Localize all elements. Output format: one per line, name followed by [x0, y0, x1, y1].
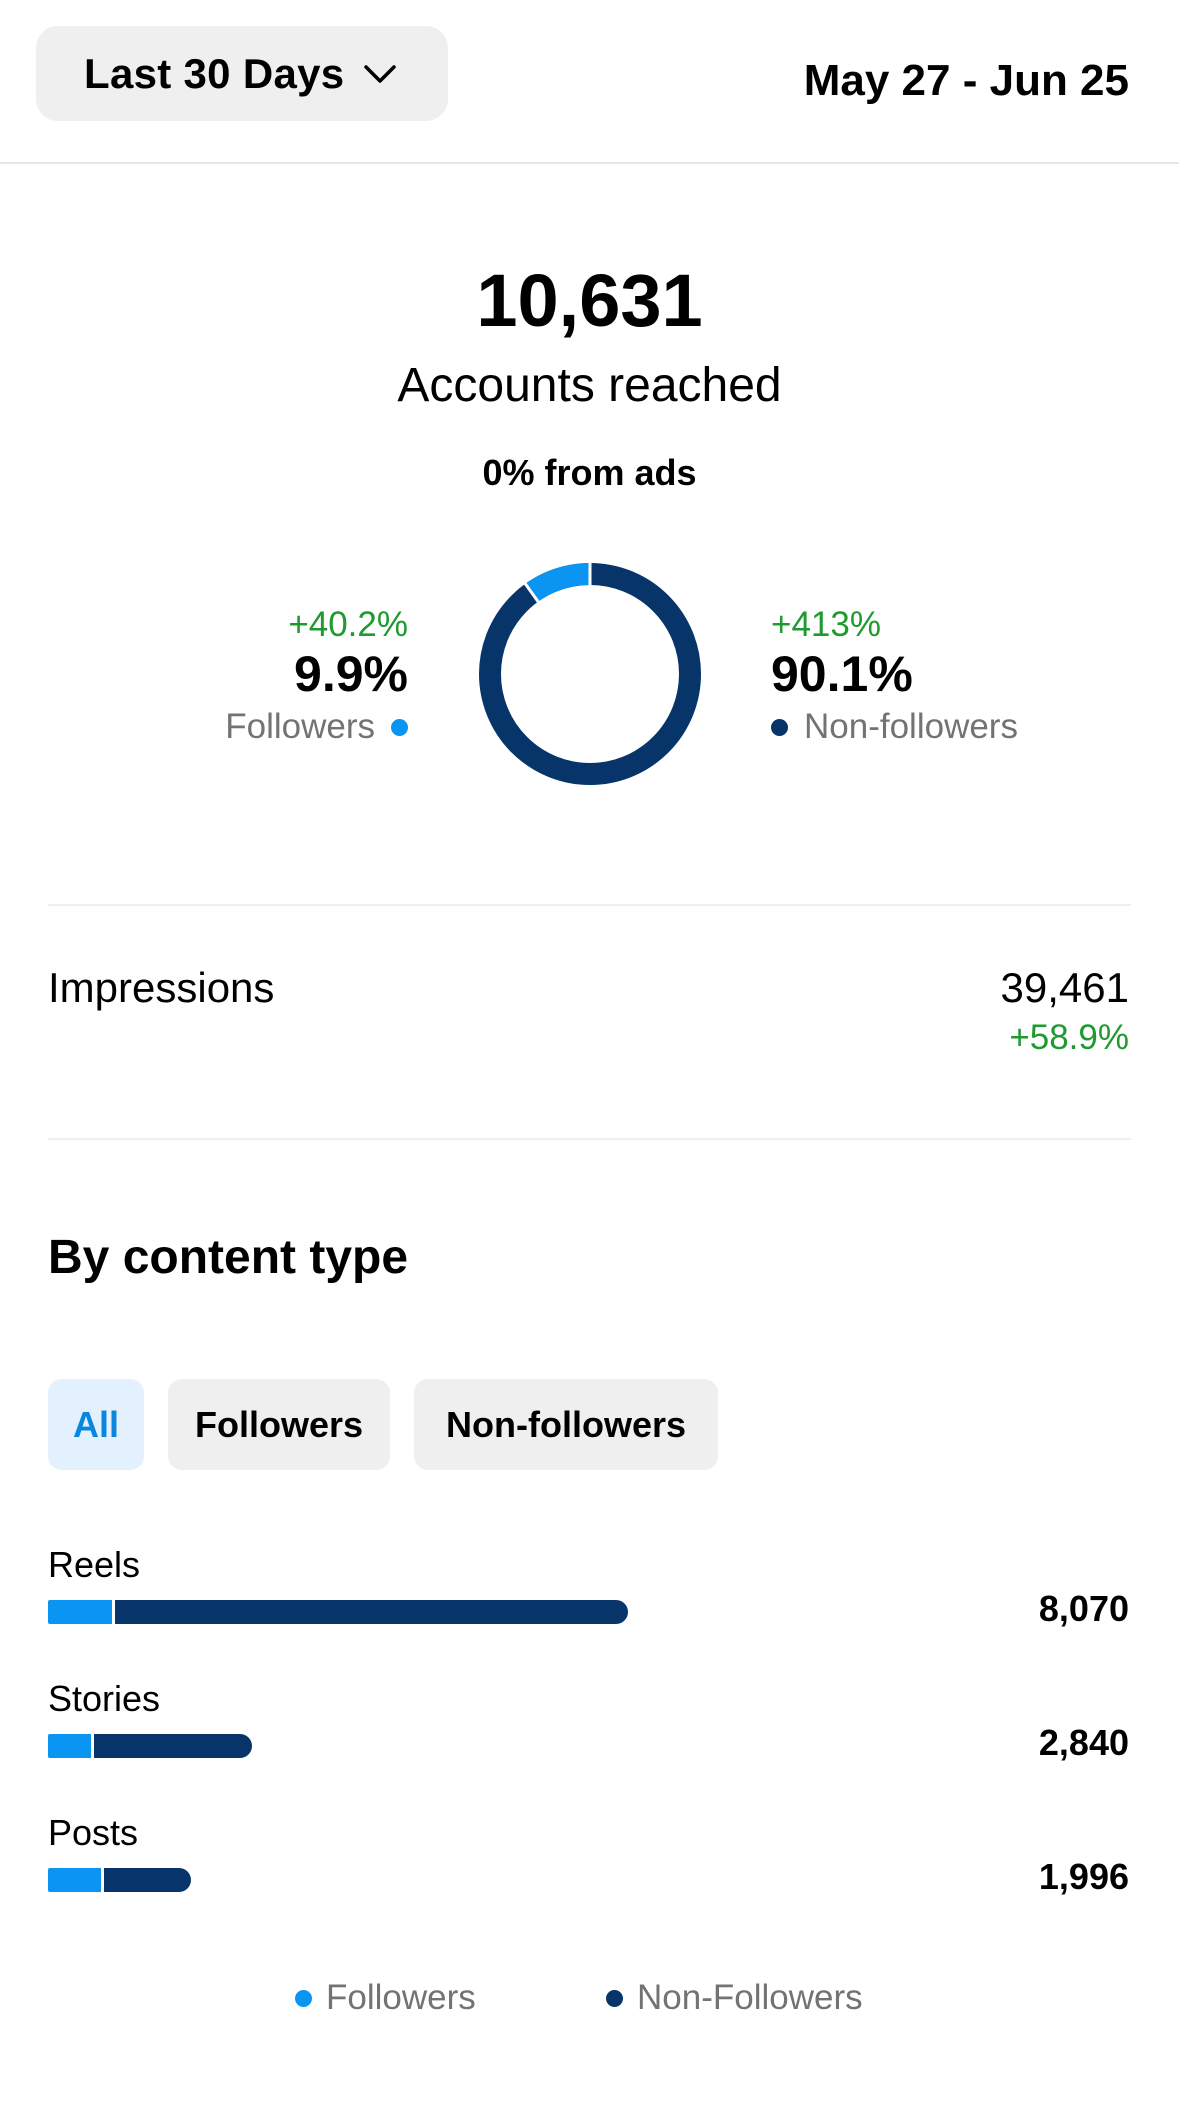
non-followers-dot-icon: [606, 1989, 623, 2007]
bar-stories: [48, 1734, 252, 1758]
non-followers-legend-label: Non-followers: [804, 707, 1018, 746]
bar-non-followers-segment: [104, 1868, 191, 1892]
row-value-stories: 2,840: [1038, 1722, 1129, 1763]
divider: [48, 904, 1131, 906]
donut-non-followers-ring: [479, 563, 701, 785]
impressions-change: +58.9%: [1009, 1018, 1129, 1057]
row-label-posts: Posts: [48, 1812, 139, 1853]
bar-non-followers-segment: [94, 1734, 252, 1758]
legend-non-followers-label: Non-Followers: [637, 1978, 863, 2017]
bar-followers-segment: [48, 1868, 101, 1892]
bar-followers-segment: [48, 1600, 112, 1624]
row-label-stories: Stories: [48, 1678, 161, 1719]
legend-followers: Followers: [295, 1978, 476, 2018]
non-followers-change: +413%: [771, 605, 881, 644]
header: Last 30 Days May 27 - Jun 25: [0, 0, 1179, 164]
row-value-posts: 1,996: [1038, 1856, 1129, 1897]
impressions-value: 39,461: [1000, 964, 1129, 1011]
bar-posts: [48, 1868, 191, 1892]
bar-reels: [48, 1600, 628, 1624]
legend-non-followers: Non-Followers: [606, 1978, 863, 2018]
divider: [48, 1138, 1131, 1140]
bar-gap: [112, 1600, 115, 1624]
followers-breakdown: +40.2% 9.9% Followers: [225, 604, 408, 752]
filter-followers-chip[interactable]: Followers: [168, 1379, 390, 1470]
accounts-reached-value: 10,631: [476, 259, 703, 342]
donut-separator: [523, 582, 540, 604]
non-followers-dot-icon: [771, 718, 788, 736]
from-ads-label: 0% from ads: [482, 452, 697, 493]
bar-gap: [101, 1868, 104, 1892]
bar-gap: [91, 1734, 94, 1758]
date-range-dropdown-label: Last 30 Days: [84, 49, 345, 97]
non-followers-percent: 90.1%: [771, 646, 913, 702]
followers-legend: Followers: [225, 702, 408, 752]
row-value-reels: 8,070: [1038, 1588, 1129, 1629]
chevron-down-icon: [364, 64, 397, 83]
followers-dot-icon: [295, 1989, 312, 2007]
filter-all-chip[interactable]: All: [48, 1379, 144, 1470]
impressions-label: Impressions: [48, 964, 275, 1011]
bar-followers-segment: [48, 1734, 91, 1758]
followers-dot-icon: [391, 718, 408, 736]
donut-followers-arc: [525, 563, 591, 602]
accounts-reached-label: Accounts reached: [397, 359, 782, 412]
non-followers-legend: Non-followers: [771, 702, 1018, 752]
followers-percent: 9.9%: [294, 646, 408, 702]
followers-legend-label: Followers: [225, 707, 375, 746]
non-followers-breakdown: +413% 90.1% Non-followers: [771, 604, 1018, 752]
date-range-dropdown[interactable]: Last 30 Days: [36, 26, 448, 121]
legend-followers-label: Followers: [326, 1978, 476, 2017]
filter-non-followers-chip[interactable]: Non-followers: [414, 1379, 718, 1470]
bar-non-followers-segment: [115, 1600, 628, 1624]
section-title: By content type: [48, 1231, 409, 1284]
date-range-text: May 27 - Jun 25: [803, 56, 1129, 105]
followers-change: +40.2%: [288, 605, 408, 644]
row-label-reels: Reels: [48, 1544, 141, 1585]
reach-donut-chart: [479, 562, 701, 785]
